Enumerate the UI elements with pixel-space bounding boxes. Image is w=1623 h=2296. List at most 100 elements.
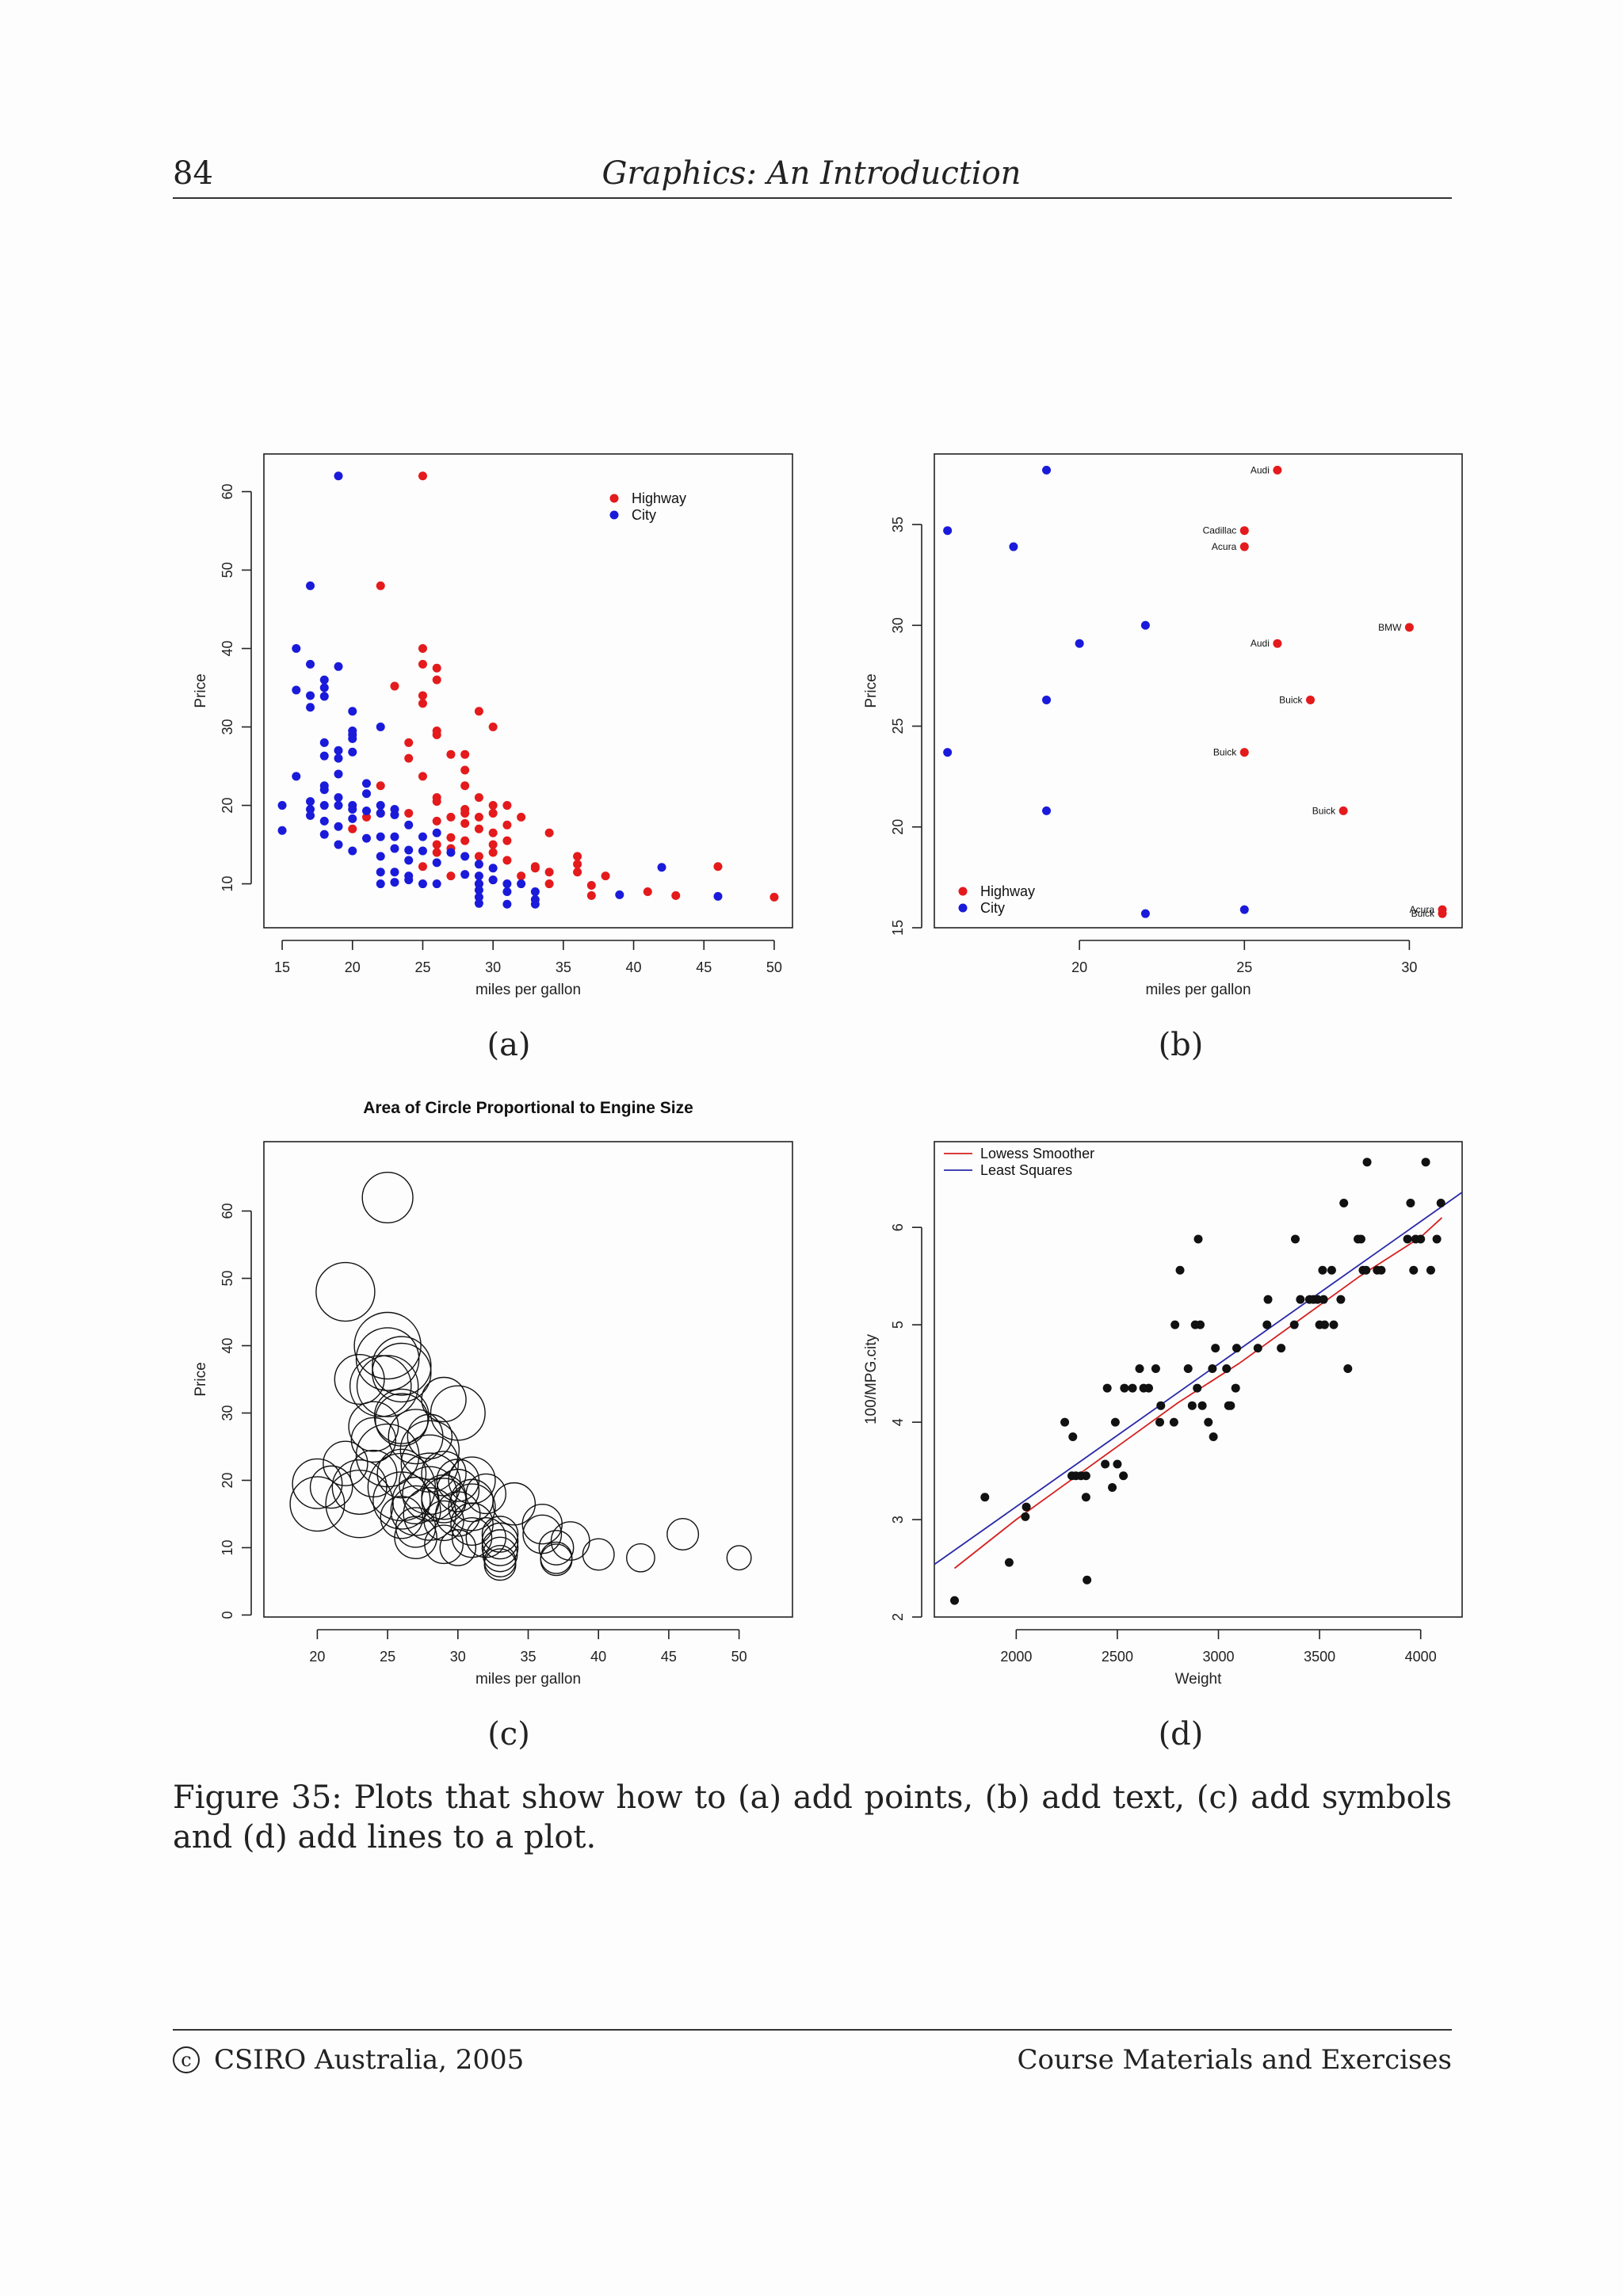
y-tick-label: 20 [220,798,235,814]
data-point [418,691,427,700]
data-point [418,471,427,481]
data-point [1204,1417,1213,1427]
data-point [1081,1493,1090,1502]
data-point [348,707,357,716]
data-point [404,845,414,855]
data-point [404,875,414,885]
y-tick-label: 10 [220,1539,235,1555]
data-point [306,581,315,590]
data-point [376,801,385,810]
data-point [460,765,470,775]
data-point [361,1171,414,1224]
data-point [573,852,582,861]
data-point [1175,1265,1185,1275]
data-point [943,526,953,536]
y-tick-label: 40 [220,641,235,657]
data-point [474,793,483,803]
data-point [390,1485,441,1536]
y-tick-label: 6 [890,1223,906,1231]
y-axis-label: Price [193,1362,209,1396]
data-point [1075,639,1084,648]
data-point [319,683,329,692]
legend-label: Least Squares [980,1162,1072,1178]
data-point [418,832,427,841]
data-point [1155,1417,1165,1427]
series-line-lowess-smoother [953,1217,1443,1569]
footer-left: c CSIRO Australia, 2005 [173,2044,524,2076]
data-point [474,898,483,908]
data-point [319,816,329,826]
data-point [1042,465,1052,475]
data-point [334,753,343,763]
y-tick-label: 15 [890,920,906,936]
x-tick-label: 3000 [1202,1649,1234,1665]
data-point [446,749,456,759]
data-point [1319,1320,1329,1329]
y-tick-label: 40 [220,1337,235,1353]
data-point [573,860,582,869]
data-point [400,1434,460,1493]
y-tick-label: 30 [220,719,235,735]
data-point [361,779,371,788]
data-point [402,1466,458,1522]
data-point [1119,1471,1128,1481]
data-point [448,1456,496,1505]
data-point [1151,1363,1160,1373]
y-tick-label: 50 [220,563,235,578]
chart-d: 2000 2500 3000 3500 4000 2 3 4 5 6 Weight 100/MPG.c… [863,1141,1463,1688]
data-point [502,801,512,810]
data-point [474,892,483,902]
y-tick-label: 2 [890,1613,906,1621]
data-point [1253,1344,1262,1353]
data-point [1377,1265,1386,1275]
data-point [1222,1363,1232,1373]
data-point [432,816,441,826]
data-point [1273,465,1282,475]
data-point [502,856,512,865]
data-point [1277,1344,1286,1353]
data-point [404,753,414,763]
data-point [460,808,470,818]
data-point [404,820,414,830]
data-point [403,1487,457,1541]
data-point [1356,1234,1365,1244]
data-point [361,833,371,843]
y-tick-label: 30 [890,617,906,633]
data-point [530,862,540,871]
data-point [390,868,399,877]
data-point [1329,1320,1338,1329]
data-point [1101,1459,1110,1469]
data-point [1432,1234,1442,1244]
data-point [292,772,301,781]
data-point [1290,1234,1300,1244]
data-point [1196,1320,1205,1329]
data-point [372,1342,432,1403]
chart-title: Area of Circle Proportional to Engine Si… [363,1099,693,1117]
data-point [474,852,483,861]
x-tick-label: 20 [309,1649,325,1665]
page-number: 84 [173,155,213,192]
data-point [769,892,779,902]
x-tick-label: 15 [274,959,290,975]
header-rule [173,197,1452,199]
data-point [540,1543,573,1577]
data-point [1211,1344,1220,1353]
y-tick-label: 0 [220,1611,235,1619]
data-point [643,887,652,896]
y-axis-label: 100/MPG.city [863,1333,880,1425]
data-point [348,824,357,833]
point-label: Acura [1212,541,1237,552]
x-tick-label: 45 [661,1649,677,1665]
data-point [439,1529,477,1566]
data-point [319,751,329,761]
data-point [353,1311,422,1380]
data-point [1169,1417,1178,1427]
data-point [319,738,329,747]
x-axis-label: miles per gallon [1145,982,1251,998]
legend-label: Highway [980,883,1035,899]
data-point [517,879,526,889]
data-point [1021,1512,1030,1521]
legend-label: City [980,900,1005,916]
data-point [446,848,456,857]
